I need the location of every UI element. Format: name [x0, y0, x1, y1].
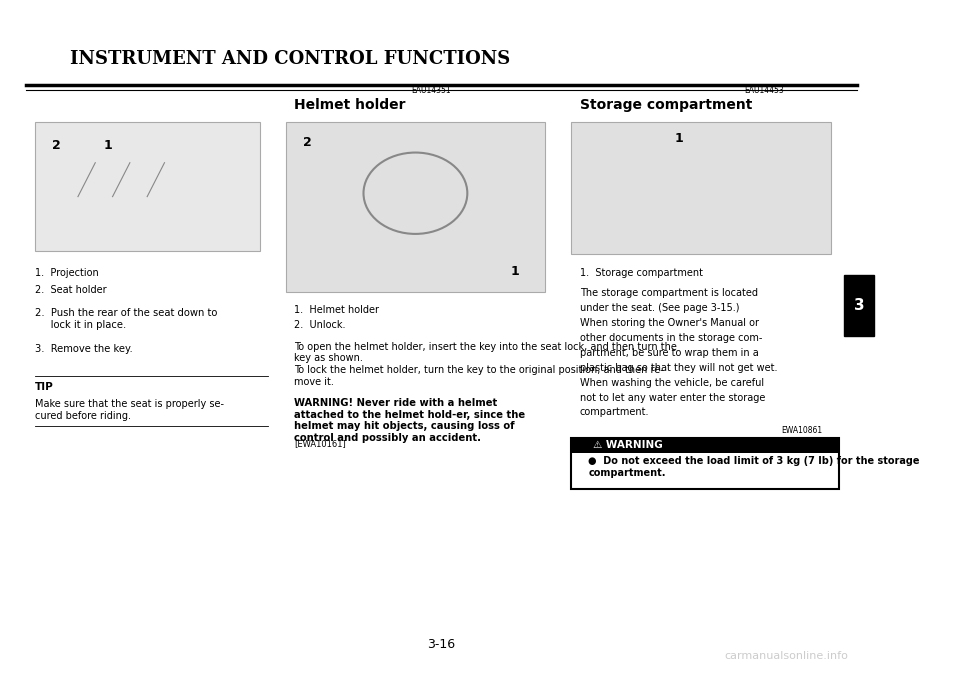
- Text: 2.  Push the rear of the seat down to
     lock it in place.: 2. Push the rear of the seat down to loc…: [35, 308, 217, 330]
- Text: 1: 1: [675, 132, 684, 145]
- FancyBboxPatch shape: [571, 122, 830, 254]
- Text: To open the helmet holder, insert the key into the seat lock, and then turn the
: To open the helmet holder, insert the ke…: [295, 342, 677, 386]
- Text: plastic bag so that they will not get wet.: plastic bag so that they will not get we…: [580, 363, 778, 373]
- Text: When washing the vehicle, be careful: When washing the vehicle, be careful: [580, 378, 764, 388]
- Text: 3-16: 3-16: [427, 638, 455, 651]
- Text: WARNING! Never ride with a helmet
attached to the helmet hold-er, since the
helm: WARNING! Never ride with a helmet attach…: [295, 398, 525, 443]
- Text: 2: 2: [303, 136, 312, 148]
- Text: 2.  Unlock.: 2. Unlock.: [295, 320, 346, 330]
- Text: Storage compartment: Storage compartment: [580, 98, 753, 113]
- FancyBboxPatch shape: [286, 122, 545, 292]
- Text: When storing the Owner's Manual or: When storing the Owner's Manual or: [580, 318, 758, 328]
- Text: Helmet holder: Helmet holder: [295, 98, 406, 113]
- Text: 3: 3: [853, 298, 864, 313]
- Text: EAU14453: EAU14453: [744, 86, 784, 95]
- FancyBboxPatch shape: [571, 438, 839, 453]
- Text: INSTRUMENT AND CONTROL FUNCTIONS: INSTRUMENT AND CONTROL FUNCTIONS: [70, 49, 511, 68]
- Text: carmanualsonline.info: carmanualsonline.info: [724, 651, 848, 661]
- Text: under the seat. (See page 3-15.): under the seat. (See page 3-15.): [580, 303, 739, 313]
- Text: [EWA10161]: [EWA10161]: [295, 439, 346, 447]
- Text: other documents in the storage com-: other documents in the storage com-: [580, 333, 762, 343]
- Text: EAU14351: EAU14351: [411, 86, 450, 95]
- Text: TIP: TIP: [35, 382, 54, 393]
- Text: 2: 2: [52, 139, 60, 152]
- Text: 3.  Remove the key.: 3. Remove the key.: [35, 344, 132, 354]
- Text: ●  Do not exceed the load limit of 3 kg (7 lb) for the storage compartment.: ● Do not exceed the load limit of 3 kg (…: [588, 456, 920, 478]
- Text: partment, be sure to wrap them in a: partment, be sure to wrap them in a: [580, 348, 758, 358]
- FancyBboxPatch shape: [35, 122, 259, 251]
- Text: 1: 1: [104, 139, 112, 152]
- FancyBboxPatch shape: [571, 438, 839, 489]
- Text: compartment.: compartment.: [580, 407, 649, 418]
- Text: 1.  Helmet holder: 1. Helmet holder: [295, 305, 379, 315]
- Text: The storage compartment is located: The storage compartment is located: [580, 288, 757, 298]
- Text: 1.  Storage compartment: 1. Storage compartment: [580, 268, 703, 278]
- Text: not to let any water enter the storage: not to let any water enter the storage: [580, 393, 765, 403]
- FancyBboxPatch shape: [844, 275, 874, 336]
- Text: 2.  Seat holder: 2. Seat holder: [35, 285, 107, 295]
- Text: Make sure that the seat is properly se-
cured before riding.: Make sure that the seat is properly se- …: [35, 399, 224, 421]
- Text: ⚠ WARNING: ⚠ WARNING: [593, 440, 662, 450]
- Text: EWA10861: EWA10861: [781, 426, 822, 435]
- Text: 1: 1: [511, 265, 519, 278]
- Text: 1.  Projection: 1. Projection: [35, 268, 99, 278]
